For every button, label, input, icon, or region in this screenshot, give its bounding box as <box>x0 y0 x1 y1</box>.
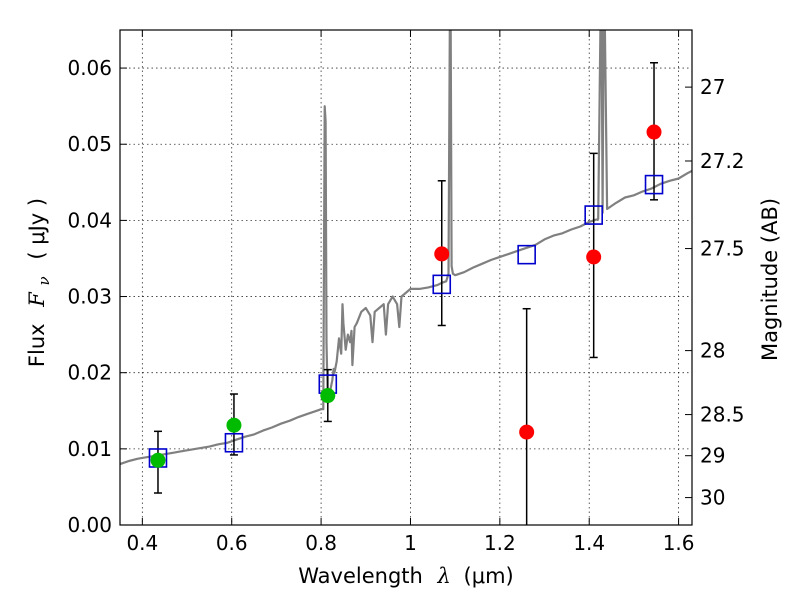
y-tick-label: 0.01 <box>67 437 112 461</box>
y-axis-label-text: Flux <box>25 323 49 367</box>
nondetection-point <box>434 246 450 262</box>
y2-tick-label: 30 <box>700 486 725 510</box>
y-axis-label: Flux F ν ( μJy ) <box>25 198 54 367</box>
y-tick-label: 0.04 <box>67 208 112 232</box>
detection-point <box>226 417 242 433</box>
x-tick-label: 0.6 <box>216 531 248 555</box>
x-tick-label: 1.4 <box>573 531 605 555</box>
y-axis-label-symbol: F <box>25 291 49 308</box>
x-axis-label-unit: (μm) <box>464 564 514 588</box>
y-axis-label-subscript: ν <box>35 276 53 285</box>
grid-lines <box>120 30 692 526</box>
nondetection-point <box>586 249 602 265</box>
y-tick-label: 0.02 <box>67 361 112 385</box>
y2-tick-label: 28.5 <box>700 403 745 427</box>
x-tick-label: 1.6 <box>663 531 695 555</box>
plot-area <box>120 30 692 525</box>
y2-tick-label: 27 <box>700 75 725 99</box>
model-box-marker <box>224 432 244 453</box>
model-box-marker <box>517 244 536 265</box>
nondetection-point <box>646 124 662 140</box>
y-axis-label-unit: ( μJy ) <box>25 198 49 260</box>
y2-tick-label: 29 <box>700 444 725 468</box>
x-axis-label: Wavelength λ (μm) <box>298 564 513 588</box>
spectrum-line <box>120 30 692 466</box>
x-tick-label: 0.4 <box>126 531 158 555</box>
detection-point <box>150 452 166 468</box>
x-tick-label: 1.2 <box>484 531 516 555</box>
model-box-marker <box>584 205 603 225</box>
y-tick-label: 0.03 <box>67 285 112 309</box>
model-box-marker <box>644 174 664 195</box>
y-tick-label: 0.06 <box>67 56 112 80</box>
axis-ticks: 0.4 0.6 0.8 1 1.2 1.4 1.6 0.00 0.01 0.02 0.03 0.04 0… <box>67 30 745 555</box>
y2-axis-label: Magnitude (AB) <box>758 198 782 361</box>
y-tick-label: 0.00 <box>67 513 112 537</box>
axes-frame <box>119 29 693 526</box>
y2-tick-label: 27.5 <box>700 237 745 261</box>
x-tick-label: 0.8 <box>305 531 337 555</box>
detection-point <box>320 388 336 404</box>
y2-tick-label: 27.2 <box>700 149 745 173</box>
nondetection-point <box>519 424 535 440</box>
x-axis-label-symbol: λ <box>437 564 451 588</box>
y-tick-label: 0.05 <box>67 132 112 156</box>
x-tick-label: 1 <box>404 531 417 555</box>
x-axis-label-text: Wavelength <box>298 564 423 588</box>
model-box-marker <box>432 274 452 295</box>
y2-tick-label: 28 <box>700 339 725 363</box>
